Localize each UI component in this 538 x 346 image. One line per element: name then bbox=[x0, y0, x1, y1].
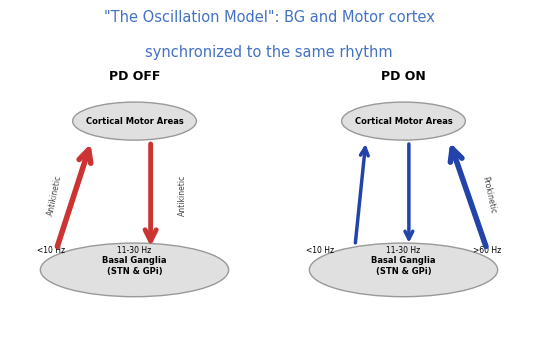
Text: Cortical Motor Areas: Cortical Motor Areas bbox=[86, 117, 183, 126]
Text: >60 Hz: >60 Hz bbox=[473, 246, 501, 255]
Text: PD ON: PD ON bbox=[381, 70, 426, 83]
Text: Basal Ganglia
(STN & GPi): Basal Ganglia (STN & GPi) bbox=[102, 256, 167, 276]
Text: PD OFF: PD OFF bbox=[109, 70, 160, 83]
Text: 11-30 Hz: 11-30 Hz bbox=[117, 246, 152, 255]
Text: synchronized to the same rhythm: synchronized to the same rhythm bbox=[145, 45, 393, 60]
Text: 11-30 Hz: 11-30 Hz bbox=[386, 246, 421, 255]
Ellipse shape bbox=[342, 102, 465, 140]
Ellipse shape bbox=[309, 243, 498, 297]
Text: Antikinetic: Antikinetic bbox=[46, 174, 64, 216]
Text: Cortical Motor Areas: Cortical Motor Areas bbox=[355, 117, 452, 126]
Text: "The Oscillation Model": BG and Motor cortex: "The Oscillation Model": BG and Motor co… bbox=[103, 10, 435, 25]
Text: <10 Hz: <10 Hz bbox=[37, 246, 65, 255]
Text: Basal Ganglia
(STN & GPi): Basal Ganglia (STN & GPi) bbox=[371, 256, 436, 276]
Text: Prokinetic: Prokinetic bbox=[480, 175, 497, 214]
Ellipse shape bbox=[73, 102, 196, 140]
Text: <10 Hz: <10 Hz bbox=[306, 246, 334, 255]
Ellipse shape bbox=[40, 243, 229, 297]
Text: Antikinetic: Antikinetic bbox=[179, 174, 187, 216]
